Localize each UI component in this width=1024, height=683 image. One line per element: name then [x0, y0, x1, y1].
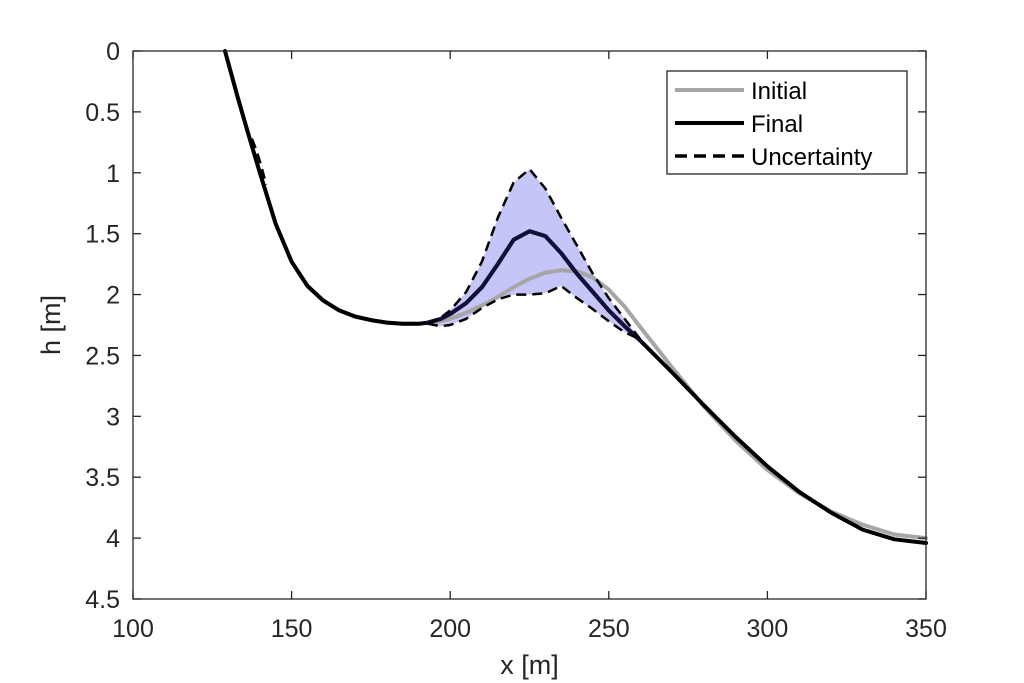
y-tick-label: 3 — [106, 403, 120, 431]
uncertainty-band — [428, 169, 641, 340]
x-tick-label: 150 — [271, 615, 313, 643]
x-tick-label: 200 — [429, 615, 471, 643]
y-tick-label: 3.5 — [85, 464, 120, 492]
x-tick-label: 250 — [588, 615, 630, 643]
y-axis-label: h [m] — [36, 295, 66, 355]
y-tick-label: 0 — [106, 38, 120, 66]
y-tick-label: 1 — [106, 160, 120, 188]
y-tick-label: 4 — [106, 525, 120, 553]
y-tick-label: 0.5 — [85, 99, 120, 127]
y-tick-label: 4.5 — [85, 586, 120, 614]
x-tick-label: 300 — [747, 615, 789, 643]
x-axis-ticks: 100 150 200 250 300 350 — [112, 51, 947, 643]
y-tick-label: 2 — [106, 282, 120, 310]
series-uncertainty-bound-1 — [427, 284, 642, 341]
x-tick-label: 350 — [905, 615, 947, 643]
legend-label-uncertainty: Uncertainty — [751, 144, 872, 171]
legend-label-final: Final — [751, 111, 803, 138]
series-final-band-segment — [426, 229, 643, 343]
series-layer — [223, 49, 928, 545]
series-uncertainty-bound-0 — [427, 167, 642, 341]
x-tick-label: 100 — [112, 615, 154, 643]
x-axis-label: x [m] — [500, 650, 559, 680]
plot-box — [132, 50, 927, 600]
legend-label-initial: Initial — [751, 78, 807, 105]
uncertainty-fill — [428, 169, 641, 340]
y-tick-label: 2.5 — [85, 342, 120, 370]
legend: Initial Final Uncertainty — [666, 70, 908, 175]
series-uncertainty-bound-2 — [250, 138, 268, 186]
y-axis-ticks: 0 0.5 1 1.5 2 2.5 3 3.5 4 4.5 — [85, 38, 926, 614]
y-tick-label: 1.5 — [85, 221, 120, 249]
